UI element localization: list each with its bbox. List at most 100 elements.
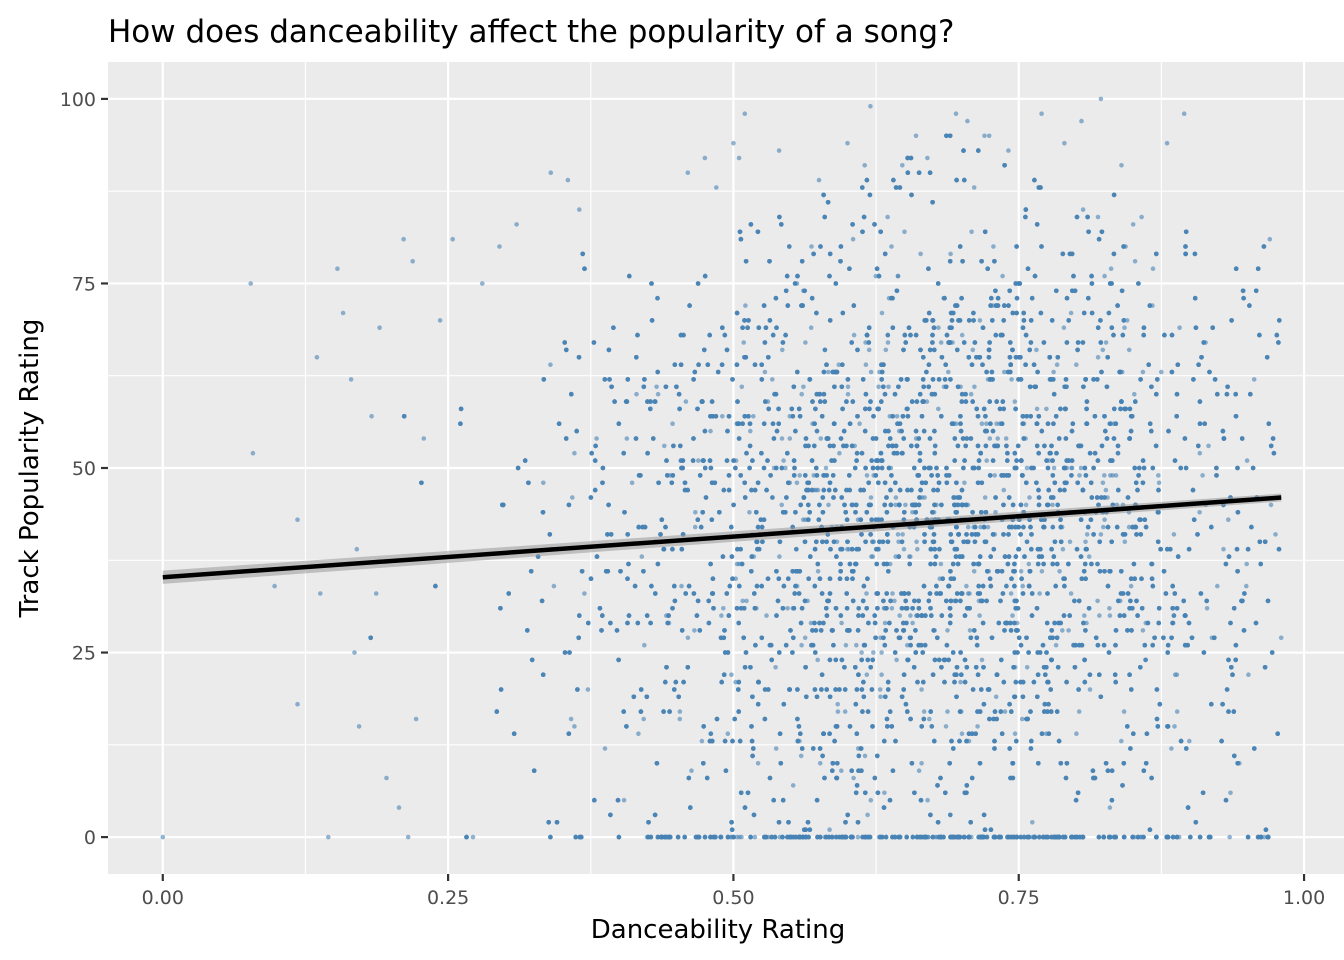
data-point <box>868 797 874 803</box>
data-point <box>864 473 870 478</box>
data-point <box>1054 362 1060 368</box>
data-point <box>751 414 756 419</box>
data-point <box>1156 480 1162 486</box>
data-point <box>910 620 915 626</box>
data-point <box>854 642 859 648</box>
data-point <box>1061 325 1067 331</box>
data-point <box>798 753 804 759</box>
data-point <box>837 450 842 456</box>
data-point <box>1083 539 1088 545</box>
data-point <box>1159 369 1164 375</box>
data-point <box>878 694 883 700</box>
data-point <box>871 539 877 545</box>
data-point <box>1095 214 1101 220</box>
data-point <box>1051 369 1056 375</box>
data-point <box>662 443 667 449</box>
data-point <box>1097 613 1102 618</box>
data-point <box>1228 790 1233 796</box>
data-point <box>964 583 969 589</box>
data-point <box>897 613 902 618</box>
data-point <box>936 325 941 331</box>
data-point <box>1019 716 1025 722</box>
data-point <box>978 524 983 530</box>
data-point <box>1172 724 1177 729</box>
data-point <box>1132 259 1138 264</box>
data-point <box>979 657 985 663</box>
data-point <box>1174 709 1180 714</box>
data-point <box>692 628 697 633</box>
data-point <box>869 554 874 559</box>
data-point <box>470 834 476 840</box>
data-point <box>910 510 915 515</box>
data-point <box>787 436 793 441</box>
data-point <box>894 657 899 663</box>
data-point <box>780 347 785 353</box>
data-point <box>921 709 927 714</box>
data-point <box>1197 510 1202 515</box>
data-point <box>794 480 800 486</box>
data-point <box>743 303 748 308</box>
data-point <box>1027 495 1032 500</box>
data-point <box>1200 473 1205 478</box>
data-point <box>808 620 814 626</box>
data-point <box>1060 628 1065 633</box>
data-point <box>1044 406 1049 412</box>
data-point <box>945 709 950 714</box>
data-point <box>655 391 661 397</box>
data-point <box>741 340 746 345</box>
chart-title: How does danceability affect the popular… <box>108 14 955 50</box>
data-point <box>1000 273 1005 279</box>
data-point <box>783 465 788 471</box>
data-point <box>890 591 895 596</box>
data-point <box>752 834 758 840</box>
data-point <box>719 613 724 618</box>
data-point <box>977 613 982 618</box>
data-point <box>699 738 705 744</box>
data-point <box>836 362 842 368</box>
data-point <box>1067 539 1073 545</box>
data-point <box>1068 310 1074 316</box>
data-point <box>986 133 992 139</box>
data-point <box>1197 450 1203 456</box>
data-point <box>1087 687 1093 692</box>
data-point <box>893 502 898 508</box>
data-point <box>1227 834 1232 840</box>
data-point <box>896 539 901 545</box>
data-point <box>1140 369 1146 375</box>
data-point <box>813 487 819 493</box>
data-point <box>748 428 753 434</box>
data-point <box>677 709 683 714</box>
data-point <box>1024 465 1030 471</box>
data-point <box>1126 347 1132 353</box>
data-point <box>938 561 944 567</box>
data-point <box>764 613 769 618</box>
data-point <box>943 724 949 729</box>
data-point <box>1251 377 1257 382</box>
data-point <box>959 731 965 736</box>
data-point <box>799 642 804 648</box>
data-point <box>541 480 546 486</box>
data-point <box>1098 532 1104 537</box>
data-point <box>1012 731 1018 736</box>
data-point <box>979 421 985 427</box>
data-point <box>958 679 963 685</box>
data-point <box>1130 222 1136 227</box>
data-point <box>975 724 980 729</box>
data-point <box>815 569 821 574</box>
data-point <box>1053 642 1059 648</box>
data-point <box>868 369 874 375</box>
data-point <box>1002 709 1008 714</box>
data-point <box>1002 369 1007 375</box>
data-point <box>739 384 745 390</box>
data-point <box>843 642 849 648</box>
data-point <box>864 591 869 596</box>
data-point <box>572 724 577 729</box>
data-point <box>845 391 851 397</box>
data-point <box>972 384 977 390</box>
data-point <box>968 391 974 397</box>
data-point <box>936 406 941 412</box>
data-point <box>740 598 745 604</box>
data-point <box>725 731 731 736</box>
data-point <box>1128 583 1134 589</box>
